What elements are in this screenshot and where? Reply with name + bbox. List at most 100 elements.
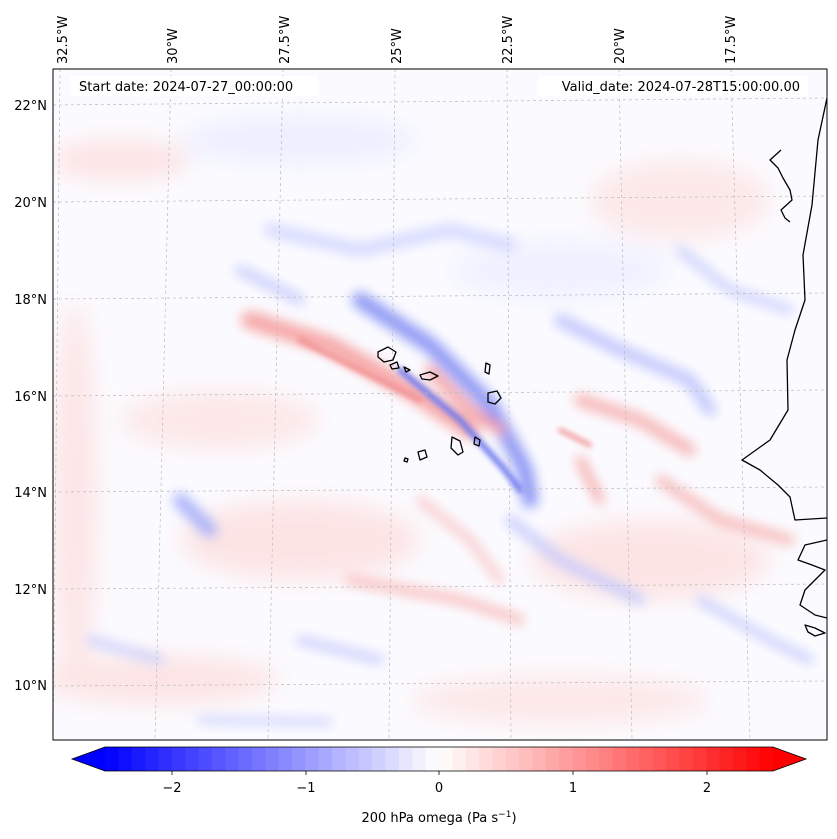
colorbar-extend-max [773, 747, 806, 771]
lon-label: 25°W [390, 28, 405, 64]
valid-date-text: Valid_date: 2024-07-28T15:00:00.00 [562, 80, 800, 95]
colorbar-cell [198, 747, 213, 771]
valid-date-box: Valid_date: 2024-07-28T15:00:00.00 [538, 76, 808, 96]
colorbar-cell [131, 747, 146, 771]
colorbar-cell [452, 747, 467, 771]
colorbar-cell [185, 747, 200, 771]
lon-label: 20°W [613, 28, 628, 64]
colorbar-cell [211, 747, 226, 771]
colorbar-cell [532, 747, 547, 771]
colorbar-cell [626, 747, 640, 771]
lat-label: 20°N [14, 196, 47, 211]
meridian-line [506, 69, 512, 740]
colorbar-cell [265, 747, 280, 771]
colorbar-ticks [171, 771, 708, 775]
island-sao-nicolau [419, 371, 439, 381]
map-frame [52, 68, 828, 741]
meridian-line [388, 69, 396, 740]
colorbar-cell [479, 747, 494, 771]
colorbar-cell [732, 747, 747, 771]
meridian-line [154, 69, 172, 740]
colorbar-cell [171, 747, 186, 771]
colorbar-cell [519, 747, 534, 771]
colorbar-tick-label: 0 [435, 781, 443, 796]
colorbar-cell [652, 747, 667, 771]
colorbar-label-close: ) [511, 811, 516, 826]
colorbar-cell [238, 747, 253, 771]
colorbar-cell [746, 747, 761, 771]
africa-coastline [741, 97, 827, 637]
colorbar-tick-label: −2 [162, 781, 181, 796]
lat-label: 12°N [14, 583, 47, 598]
lat-label: 18°N [14, 293, 47, 308]
colorbar-cell [345, 747, 360, 771]
colorbar-tick-label: 1 [569, 781, 577, 796]
island-fogo [417, 449, 428, 461]
island-brava [403, 457, 409, 463]
start-date-box: Start date: 2024-07-27_00:00:00 [70, 76, 318, 96]
colorbar: −2 −1 0 1 2 200 hPa omega (Pa s−1) [70, 746, 808, 826]
colorbar-label-exponent: −1 [498, 810, 511, 820]
colorbar-cell [692, 747, 707, 771]
colorbar-cell [492, 747, 507, 771]
colorbar-cell [372, 747, 387, 771]
colorbar-cell [118, 747, 133, 771]
colorbar-cell [465, 747, 480, 771]
lat-label: 22°N [14, 99, 47, 114]
island-boa-vista [487, 390, 502, 405]
colorbar-label: 200 hPa omega (Pa s−1) [361, 810, 516, 826]
colorbar-cell [225, 747, 240, 771]
island-sal [484, 362, 491, 375]
omega-field [53, 115, 814, 725]
colorbar-cell [251, 747, 266, 771]
island-sao-vicente [389, 361, 400, 370]
colorbar-cell [572, 747, 587, 771]
island-maio [473, 436, 481, 447]
colorbar-cell [158, 747, 173, 771]
colorbar-cell [385, 747, 400, 771]
colorbar-cell [398, 747, 413, 771]
colorbar-cell [599, 747, 614, 771]
colorbar-cell [318, 747, 333, 771]
island-santa-luzia [403, 366, 411, 373]
latitude-labels: 22°N 20°N 18°N 16°N 14°N 12°N 10°N [14, 99, 47, 694]
colorbar-cell [332, 747, 347, 771]
colorbar-cell [559, 747, 574, 771]
island-santo-antao [377, 346, 397, 363]
coastlines [377, 97, 827, 637]
meridian-line [267, 69, 284, 740]
meridian-line [730, 69, 751, 740]
meridian-line [618, 69, 633, 740]
colorbar-cell [719, 747, 734, 771]
colorbar-cell [545, 747, 560, 771]
colorbar-cell [292, 747, 306, 771]
colorbar-cell [706, 747, 721, 771]
colorbar-tick-label: 2 [703, 781, 711, 796]
meridian-line [53, 69, 61, 740]
colorbar-cell [639, 747, 654, 771]
gridlines [53, 69, 827, 740]
colorbar-cell [679, 747, 694, 771]
colorbar-cells [72, 747, 806, 771]
colorbar-cell [145, 747, 160, 771]
colorbar-tick-label: −1 [296, 781, 315, 796]
longitude-labels: 32.5°W 30°W 27.5°W 25°W 22.5°W 20°W 17.5… [56, 16, 739, 64]
colorbar-extend-min [72, 747, 105, 771]
lat-label: 10°N [14, 679, 47, 694]
colorbar-label-main: 200 hPa omega (Pa s [361, 811, 498, 826]
colorbar-cell [759, 747, 774, 771]
lon-label: 32.5°W [56, 16, 71, 64]
colorbar-cell [305, 747, 320, 771]
lon-label: 27.5°W [278, 16, 293, 64]
colorbar-cell [358, 747, 373, 771]
colorbar-cell [585, 747, 600, 771]
lon-label: 22.5°W [501, 16, 516, 64]
colorbar-cell [278, 747, 293, 771]
map-panel [52, 68, 828, 741]
start-date-text: Start date: 2024-07-27_00:00:00 [79, 80, 293, 95]
colorbar-cell [666, 747, 681, 771]
colorbar-cell [505, 747, 520, 771]
colorbar-cell [612, 747, 627, 771]
lat-label: 14°N [14, 486, 47, 501]
